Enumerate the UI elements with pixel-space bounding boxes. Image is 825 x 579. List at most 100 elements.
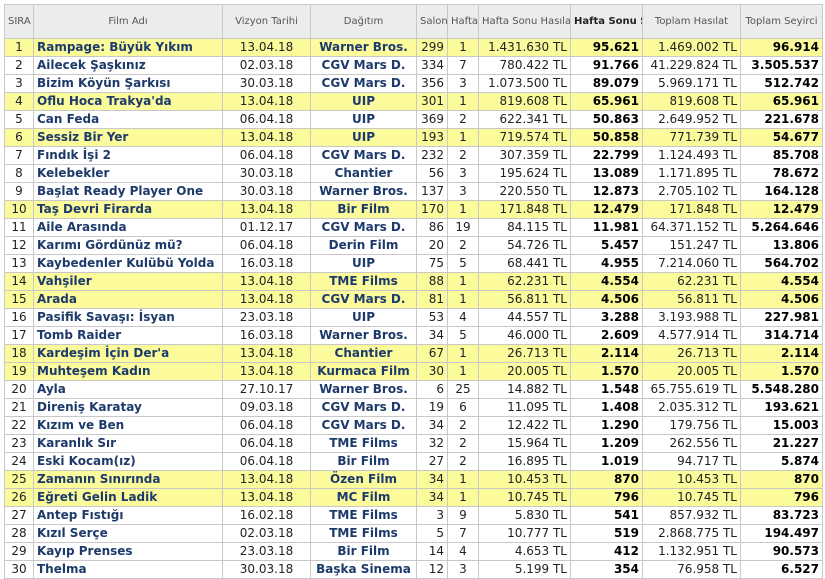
distributor: Warner Bros. bbox=[310, 38, 417, 57]
total-admissions: 2.114 bbox=[740, 344, 823, 363]
weekend-gross: 10.745 TL bbox=[478, 488, 571, 507]
week: 6 bbox=[447, 398, 479, 417]
rank: 7 bbox=[4, 146, 34, 165]
total-gross: 2.035.312 TL bbox=[642, 398, 741, 417]
screens: 56 bbox=[416, 164, 448, 183]
screens: 53 bbox=[416, 308, 448, 327]
table-row: 23 Karanlık Sır 06.04.18 TME Films 32 2 15.964… bbox=[4, 434, 823, 453]
weekend-gross: 14.882 TL bbox=[478, 380, 571, 399]
screens: 30 bbox=[416, 362, 448, 381]
distributor: Warner Bros. bbox=[310, 326, 417, 345]
table-row: 17 Tomb Raider 16.03.18 Warner Bros. 34 5 46.0… bbox=[4, 326, 823, 345]
rank: 6 bbox=[4, 128, 34, 147]
distributor: Warner Bros. bbox=[310, 182, 417, 201]
weekend-admissions: 1.290 bbox=[570, 416, 643, 435]
release-date: 01.12.17 bbox=[222, 218, 311, 237]
release-date: 13.04.18 bbox=[222, 362, 311, 381]
table-row: 21 Direniş Karatay 09.03.18 CGV Mars D. 19 6 1… bbox=[4, 398, 823, 417]
table-row: 13 Kaybedenler Kulübü Yolda 16.03.18 UIP 75 5… bbox=[4, 254, 823, 273]
film-title: Taş Devri Firarda bbox=[33, 200, 223, 219]
week: 5 bbox=[447, 254, 479, 273]
screens: 88 bbox=[416, 272, 448, 291]
table-row: 5 Can Feda 06.04.18 UIP 369 2 622.341 TL 50.863… bbox=[4, 110, 823, 129]
weekend-gross: 195.624 TL bbox=[478, 164, 571, 183]
week: 7 bbox=[447, 56, 479, 75]
rank: 1 bbox=[4, 38, 34, 57]
week: 1 bbox=[447, 290, 479, 309]
week: 2 bbox=[447, 434, 479, 453]
rank: 10 bbox=[4, 200, 34, 219]
screens: 14 bbox=[416, 542, 448, 561]
release-date: 06.04.18 bbox=[222, 236, 311, 255]
total-admissions: 164.128 bbox=[740, 182, 823, 201]
week: 1 bbox=[447, 362, 479, 381]
weekend-admissions: 13.089 bbox=[570, 164, 643, 183]
distributor: Chantier bbox=[310, 164, 417, 183]
distributor: MC Film bbox=[310, 488, 417, 507]
column-header: Hafta Sonu Hasılat bbox=[478, 4, 571, 39]
film-title: Tomb Raider bbox=[33, 326, 223, 345]
weekend-gross: 56.811 TL bbox=[478, 290, 571, 309]
table-row: 29 Kayıp Prenses 23.03.18 Bir Film 14 4 4.653 … bbox=[4, 542, 823, 561]
table-row: 16 Pasifik Savaşı: İsyan 23.03.18 UIP 53 4 44.… bbox=[4, 308, 823, 327]
rank: 17 bbox=[4, 326, 34, 345]
week: 3 bbox=[447, 182, 479, 201]
table-row: 6 Sessiz Bir Yer 13.04.18 UIP 193 1 719.574 TL… bbox=[4, 128, 823, 147]
total-gross: 1.469.002 TL bbox=[642, 38, 741, 57]
screens: 299 bbox=[416, 38, 448, 57]
weekend-admissions: 4.955 bbox=[570, 254, 643, 273]
distributor: UIP bbox=[310, 128, 417, 147]
distributor: CGV Mars D. bbox=[310, 56, 417, 75]
weekend-gross: 46.000 TL bbox=[478, 326, 571, 345]
release-date: 23.03.18 bbox=[222, 308, 311, 327]
table-row: 26 Eğreti Gelin Ladik 13.04.18 MC Film 34 1 10… bbox=[4, 488, 823, 507]
weekend-admissions: 50.858 bbox=[570, 128, 643, 147]
table-row: 20 Ayla 27.10.17 Warner Bros. 6 25 14.882 TL 1.… bbox=[4, 380, 823, 399]
rank: 21 bbox=[4, 398, 34, 417]
week: 1 bbox=[447, 38, 479, 57]
film-title: Thelma bbox=[33, 560, 223, 579]
weekend-admissions: 1.570 bbox=[570, 362, 643, 381]
weekend-gross: 5.830 TL bbox=[478, 506, 571, 525]
distributor: CGV Mars D. bbox=[310, 146, 417, 165]
screens: 75 bbox=[416, 254, 448, 273]
total-gross: 62.231 TL bbox=[642, 272, 741, 291]
release-date: 06.04.18 bbox=[222, 452, 311, 471]
week: 4 bbox=[447, 542, 479, 561]
weekend-gross: 719.574 TL bbox=[478, 128, 571, 147]
release-date: 13.04.18 bbox=[222, 200, 311, 219]
distributor: CGV Mars D. bbox=[310, 398, 417, 417]
rank: 8 bbox=[4, 164, 34, 183]
screens: 170 bbox=[416, 200, 448, 219]
rank: 25 bbox=[4, 470, 34, 489]
release-date: 13.04.18 bbox=[222, 290, 311, 309]
total-admissions: 314.714 bbox=[740, 326, 823, 345]
weekend-admissions: 2.609 bbox=[570, 326, 643, 345]
total-admissions: 13.806 bbox=[740, 236, 823, 255]
total-gross: 4.577.914 TL bbox=[642, 326, 741, 345]
total-gross: 1.124.493 TL bbox=[642, 146, 741, 165]
screens: 34 bbox=[416, 488, 448, 507]
table-row: 11 Aile Arasında 01.12.17 CGV Mars D. 86 19 84… bbox=[4, 218, 823, 237]
table-row: 7 Fındık İşi 2 06.04.18 CGV Mars D. 232 2 307.… bbox=[4, 146, 823, 165]
weekend-admissions: 50.863 bbox=[570, 110, 643, 129]
release-date: 06.04.18 bbox=[222, 434, 311, 453]
table-row: 8 Kelebekler 30.03.18 Chantier 56 3 195.624 TL… bbox=[4, 164, 823, 183]
rank: 18 bbox=[4, 344, 34, 363]
film-title: Muhteşem Kadın bbox=[33, 362, 223, 381]
film-title: Kardeşim İçin Der'a bbox=[33, 344, 223, 363]
box-office-table: SIRA Film Adı Vizyon Tarihi Dağıtım Salon Haf… bbox=[4, 4, 823, 579]
column-header: Vizyon Tarihi bbox=[222, 4, 311, 39]
weekend-admissions: 22.799 bbox=[570, 146, 643, 165]
total-admissions: 78.672 bbox=[740, 164, 823, 183]
film-title: Eğreti Gelin Ladik bbox=[33, 488, 223, 507]
total-admissions: 15.003 bbox=[740, 416, 823, 435]
weekend-admissions: 796 bbox=[570, 488, 643, 507]
week: 3 bbox=[447, 560, 479, 579]
release-date: 13.04.18 bbox=[222, 488, 311, 507]
table-row: 19 Muhteşem Kadın 13.04.18 Kurmaca Film 30 1 2… bbox=[4, 362, 823, 381]
total-gross: 819.608 TL bbox=[642, 92, 741, 111]
distributor: UIP bbox=[310, 308, 417, 327]
weekend-gross: 171.848 TL bbox=[478, 200, 571, 219]
